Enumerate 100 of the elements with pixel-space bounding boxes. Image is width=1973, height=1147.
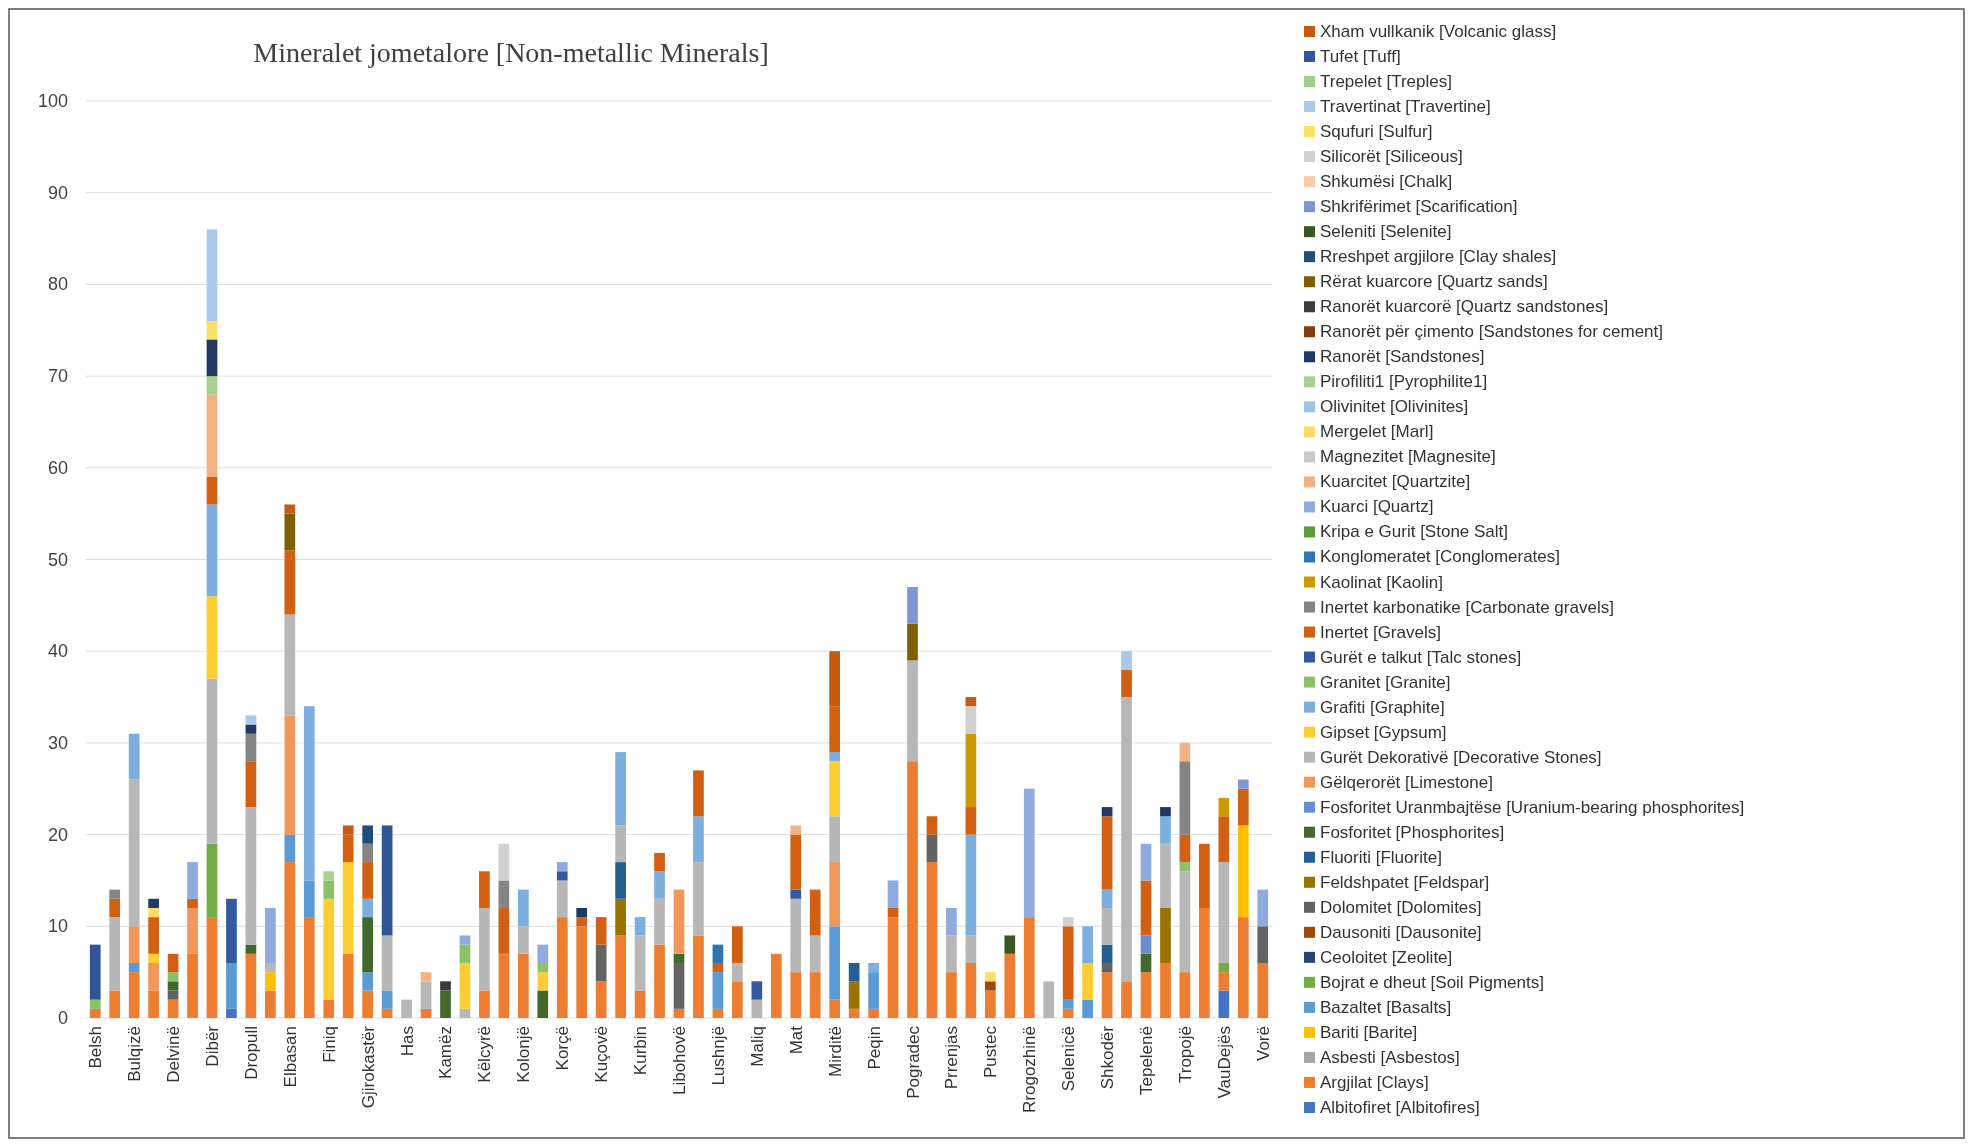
x-tick-label: Kurbin (631, 1026, 651, 1076)
bar (187, 898, 198, 908)
x-tick-label: Lushnjë (708, 1026, 728, 1086)
bar (693, 770, 704, 817)
bar (440, 981, 451, 991)
legend-label: Gëlqerorët [Limestone] (1320, 772, 1493, 792)
bar (362, 825, 374, 844)
legend-label: Pirofiliti1 [Pyrophilite1] (1320, 372, 1488, 392)
bar (829, 816, 841, 863)
bar (1237, 779, 1249, 789)
bar (206, 917, 218, 1018)
bar (1199, 843, 1210, 908)
bar (1062, 999, 1074, 1009)
bar (595, 981, 607, 1018)
legend-label: Argjilat [Clays] (1320, 1072, 1429, 1092)
bar (1179, 972, 1191, 1018)
bar (167, 990, 179, 1000)
bar (128, 733, 140, 780)
bar (245, 724, 257, 734)
bar (440, 990, 451, 1018)
legend-label: Ranorët kuarcorë [Quartz sandstones] (1320, 297, 1609, 317)
bar (1179, 834, 1191, 863)
bar (498, 880, 510, 908)
bar (576, 907, 588, 918)
bar (907, 761, 918, 1018)
bar (887, 917, 899, 1018)
legend-label: Ranorët [Sandstones] (1320, 347, 1485, 367)
bar (1140, 843, 1152, 881)
bar (323, 898, 335, 1000)
bar (303, 917, 315, 1018)
bar (459, 935, 471, 945)
bar (829, 999, 841, 1018)
x-tick-label: Elbasan (280, 1026, 300, 1088)
bar (673, 962, 685, 1009)
bar (887, 907, 899, 918)
x-tick-label: Gjirokastër (358, 1025, 378, 1109)
bar (1101, 889, 1113, 908)
bar (829, 706, 841, 753)
x-tick-label: Mat (786, 1025, 806, 1055)
x-tick-label: Shkodër (1098, 1025, 1118, 1090)
x-tick-label: Belsh (86, 1026, 106, 1069)
bar (265, 990, 276, 1018)
bar (712, 944, 724, 963)
x-tick-label: Korçë (553, 1026, 573, 1071)
bar (128, 962, 140, 973)
bar (965, 733, 977, 808)
bar (1218, 962, 1230, 973)
bar (751, 981, 763, 1000)
x-tick-label: VauDejës (1214, 1026, 1234, 1099)
bar (1101, 816, 1113, 890)
bar (362, 862, 374, 899)
bar (1121, 981, 1132, 1018)
bar (829, 926, 841, 1000)
bar (206, 376, 218, 395)
bar (206, 678, 218, 844)
bar (926, 862, 938, 1018)
bar (1101, 972, 1113, 1018)
bar (1101, 807, 1113, 817)
x-tick-label: Selenicë (1059, 1026, 1079, 1092)
legend-label: Dausoniti [Dausonite] (1320, 922, 1482, 942)
bar (498, 907, 510, 954)
bar (1140, 935, 1152, 954)
bar (381, 935, 393, 991)
bar (1218, 816, 1230, 863)
bar (109, 898, 121, 918)
bar (323, 871, 335, 881)
bar (926, 834, 938, 863)
bar (265, 962, 276, 973)
bar (362, 843, 374, 863)
legend-label: Tufet [Tuff] (1320, 47, 1401, 67)
legend-label: Travertinat [Travertine] (1320, 97, 1491, 117)
bar (517, 953, 529, 1018)
bar (1179, 871, 1191, 973)
legend-label: Bazaltet [Basalts] (1320, 997, 1452, 1017)
bar (109, 990, 121, 1018)
x-tick-label: Has (397, 1026, 417, 1057)
x-tick-label: Dibër (202, 1025, 222, 1067)
bar (284, 513, 296, 551)
bar (615, 935, 626, 1018)
legend-label: Grafiti [Graphite] (1320, 697, 1445, 717)
bar (148, 907, 159, 918)
bar (732, 962, 743, 982)
bar (323, 880, 335, 899)
bar (206, 321, 218, 340)
bar (615, 898, 626, 936)
bar (1101, 944, 1113, 963)
bar (148, 962, 159, 991)
bar (206, 339, 218, 377)
bar (654, 871, 665, 899)
legend-label: Olivinitet [Olivinites] (1320, 397, 1469, 417)
bar (1160, 807, 1171, 817)
bar (167, 999, 179, 1018)
y-tick-label: 10 (47, 916, 68, 937)
bar (1082, 926, 1093, 963)
bar (245, 733, 257, 762)
legend-label: Granitet [Granite] (1320, 672, 1451, 692)
legend-label: Gurët Dekorativë [Decorative Stones] (1320, 747, 1602, 767)
bar (615, 862, 626, 899)
x-tick-label: Delvinë (164, 1026, 184, 1083)
y-tick-label: 20 (47, 824, 68, 845)
